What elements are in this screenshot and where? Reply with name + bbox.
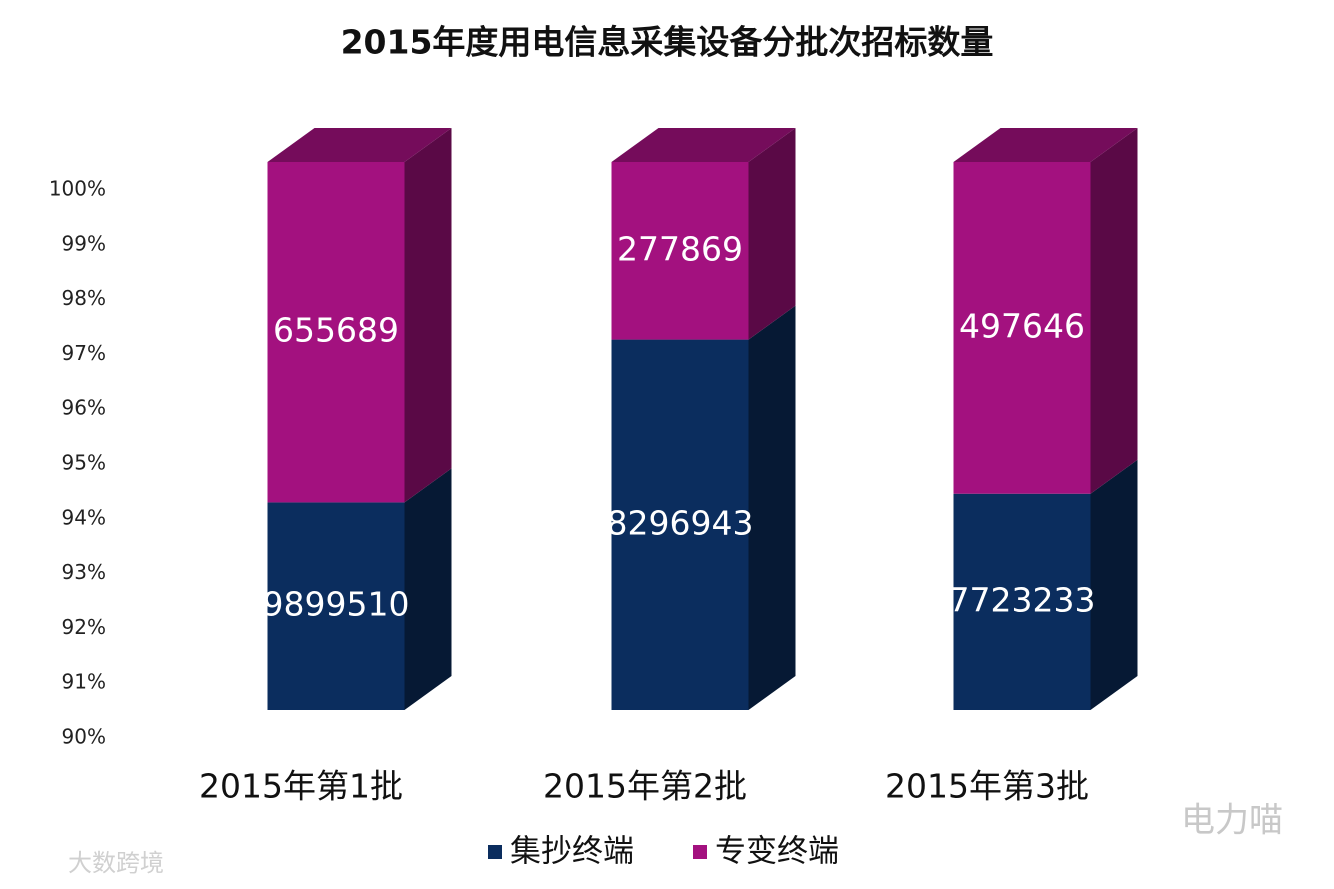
y-tick-label: 96% xyxy=(62,396,106,420)
bar-side xyxy=(1090,128,1138,494)
data-label: 277869 xyxy=(617,229,743,268)
y-tick-label: 92% xyxy=(62,615,106,639)
y-tick-label: 90% xyxy=(62,725,106,749)
bar-side xyxy=(404,128,452,503)
legend-swatch xyxy=(488,845,502,859)
bar xyxy=(953,493,1091,710)
bar-side xyxy=(748,305,796,710)
watermark: 电力喵 xyxy=(1181,801,1283,841)
chart-title: 2015年度用电信息采集设备分批次招标数量 xyxy=(341,23,994,62)
bar-side xyxy=(404,468,452,710)
x-tick-label: 2015年第1批 xyxy=(199,767,403,806)
y-tick-label: 95% xyxy=(62,451,106,475)
y-tick-label: 100% xyxy=(49,177,106,201)
bar xyxy=(267,162,405,503)
y-tick-label: 91% xyxy=(62,670,106,694)
data-label: 9899510 xyxy=(263,585,410,624)
bar-side xyxy=(1090,459,1138,710)
data-label: 8296943 xyxy=(607,503,754,542)
bar-top xyxy=(611,128,796,162)
watermark: 大数跨境 xyxy=(68,849,164,877)
bar xyxy=(267,502,405,710)
y-tick-label: 94% xyxy=(62,505,106,529)
data-label: 7723233 xyxy=(949,580,1096,619)
data-label: 497646 xyxy=(959,306,1085,345)
legend-swatch xyxy=(693,845,707,859)
bar xyxy=(611,162,749,340)
y-tick-label: 97% xyxy=(62,341,106,365)
data-label: 655689 xyxy=(273,311,399,350)
y-tick-label: 99% xyxy=(62,231,106,255)
bar xyxy=(611,339,749,710)
bar-top xyxy=(953,128,1138,162)
legend-label: 专变终端 xyxy=(715,834,839,870)
bar-side xyxy=(748,128,796,340)
y-tick-label: 93% xyxy=(62,560,106,584)
legend-label: 集抄终端 xyxy=(510,834,634,870)
bar xyxy=(953,162,1091,494)
x-tick-label: 2015年第3批 xyxy=(885,767,1089,806)
bar-top xyxy=(267,128,452,162)
y-tick-label: 98% xyxy=(62,286,106,310)
x-tick-label: 2015年第2批 xyxy=(543,767,747,806)
